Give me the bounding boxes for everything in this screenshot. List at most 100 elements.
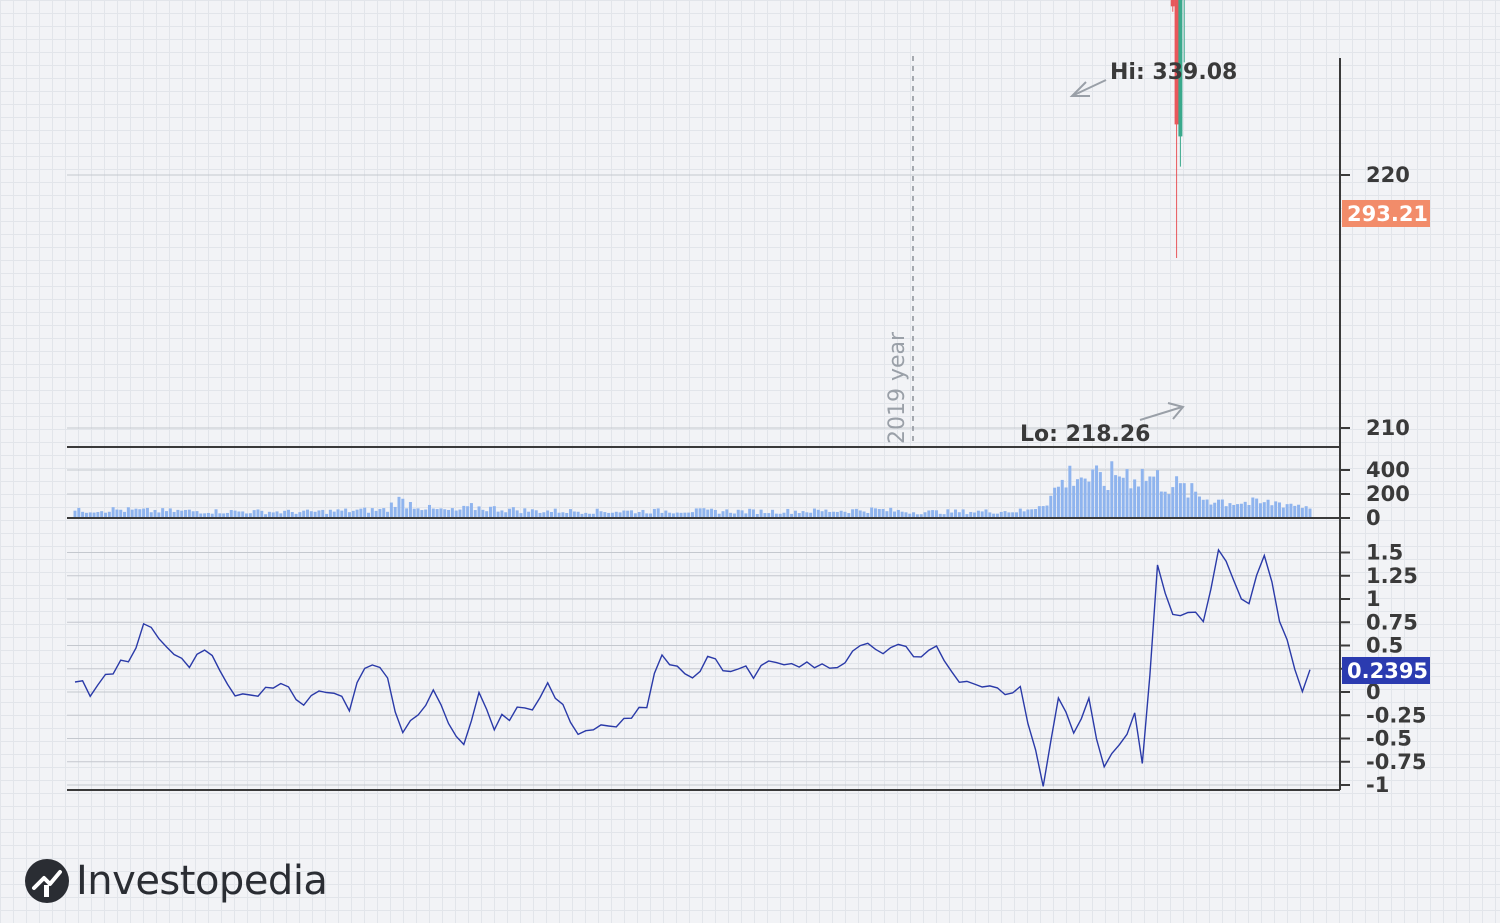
- volume-bar: [744, 513, 748, 518]
- volume-bar: [138, 509, 142, 518]
- volume-bar: [1079, 477, 1083, 518]
- volume-bar: [858, 510, 862, 518]
- volume-bar: [652, 508, 656, 518]
- volume-bar: [649, 513, 653, 518]
- volume-bar: [820, 511, 824, 518]
- indicator-tick-label: 1: [1366, 587, 1381, 611]
- volume-bar: [1060, 479, 1064, 518]
- volume-bar: [786, 508, 790, 518]
- volume-bar: [100, 511, 104, 518]
- volume-bar: [1190, 483, 1194, 518]
- volume-bar: [1274, 501, 1278, 518]
- volume-bar: [1163, 491, 1167, 518]
- volume-bar: [1220, 499, 1224, 518]
- volume-bar: [683, 512, 687, 518]
- volume-bar: [1167, 494, 1171, 518]
- volume-bar: [1217, 499, 1221, 518]
- volume-bar: [302, 510, 306, 518]
- volume-bar: [992, 513, 996, 518]
- volume-bar: [145, 507, 149, 518]
- volume-bar: [774, 513, 778, 518]
- volume-bar: [504, 512, 508, 518]
- volume-bar: [740, 510, 744, 518]
- indicator-series-line: [74, 548, 1311, 787]
- volume-bar: [195, 511, 199, 518]
- indicator-badge-box: [1342, 657, 1430, 684]
- volume-bar: [1011, 512, 1015, 518]
- volume-bar: [191, 511, 195, 518]
- volume-bar: [1197, 496, 1201, 518]
- volume-bar: [805, 512, 809, 518]
- volume-bar: [923, 512, 927, 518]
- volume-bar: [965, 514, 969, 518]
- volume-bar: [1255, 498, 1259, 518]
- volume-bar: [1182, 483, 1186, 518]
- volume-bar: [492, 506, 496, 518]
- volume-bar: [401, 498, 405, 518]
- volume-bar: [1144, 480, 1148, 518]
- price-gridlines: [67, 174, 1340, 429]
- volume-bar: [809, 512, 813, 518]
- volume-bar: [317, 510, 321, 518]
- volume-bar: [1209, 504, 1213, 518]
- volume-bar: [812, 508, 816, 518]
- indicator-line: [74, 548, 1311, 787]
- volume-bar: [1175, 476, 1179, 518]
- volume-bar: [816, 509, 820, 518]
- volume-bar: [248, 513, 252, 518]
- volume-bar: [1095, 465, 1099, 518]
- volume-bar: [477, 506, 481, 518]
- volume-bar: [488, 506, 492, 518]
- volume-bar: [1171, 487, 1175, 518]
- volume-bar: [995, 513, 999, 518]
- indicator-tick-label: 0: [1366, 680, 1381, 704]
- indicator-tick-label: 1.25: [1366, 564, 1418, 588]
- volume-bar: [347, 512, 351, 518]
- volume-bar: [538, 512, 542, 518]
- volume-bar: [336, 509, 340, 518]
- volume-tick-label: 0: [1366, 506, 1381, 530]
- volume-bars: [73, 461, 1312, 518]
- volume-bar: [546, 510, 550, 518]
- volume-bar: [256, 509, 260, 518]
- volume-bar: [313, 511, 317, 518]
- volume-bar: [782, 512, 786, 518]
- volume-bar: [123, 511, 127, 518]
- volume-bar: [290, 511, 294, 518]
- volume-bar: [1293, 505, 1297, 518]
- volume-bar: [210, 513, 214, 518]
- volume-bar: [225, 512, 229, 518]
- volume-bar: [969, 511, 973, 518]
- volume-bar: [241, 511, 245, 518]
- volume-bar: [393, 506, 397, 518]
- volume-bar: [984, 509, 988, 518]
- volume-bar: [382, 508, 386, 518]
- volume-bar: [904, 512, 908, 518]
- volume-bar: [1281, 507, 1285, 518]
- volume-bar: [321, 509, 325, 518]
- indicator-gridlines: [67, 552, 1340, 786]
- volume-bar: [1075, 479, 1079, 518]
- volume-bar: [1186, 497, 1190, 518]
- volume-bar: [328, 509, 332, 518]
- volume-bar: [416, 508, 420, 518]
- volume-bar: [355, 509, 359, 518]
- volume-bar: [157, 512, 161, 518]
- volume-bar: [1014, 512, 1018, 518]
- volume-bar: [222, 513, 226, 518]
- indicator-tick-label: -0.75: [1366, 750, 1427, 774]
- volume-bar: [233, 510, 237, 518]
- volume-bar: [344, 508, 348, 518]
- volume-bar: [1041, 506, 1045, 518]
- volume-bar: [561, 512, 565, 518]
- volume-bar: [92, 512, 96, 518]
- volume-bar: [641, 509, 645, 518]
- volume-bar: [603, 512, 607, 518]
- volume-bar: [873, 508, 877, 518]
- volume-bar: [843, 511, 847, 518]
- volume-bar: [576, 511, 580, 518]
- volume-bar: [412, 508, 416, 518]
- volume-bar: [172, 511, 176, 518]
- volume-bar: [1228, 503, 1232, 518]
- volume-bar: [153, 509, 157, 518]
